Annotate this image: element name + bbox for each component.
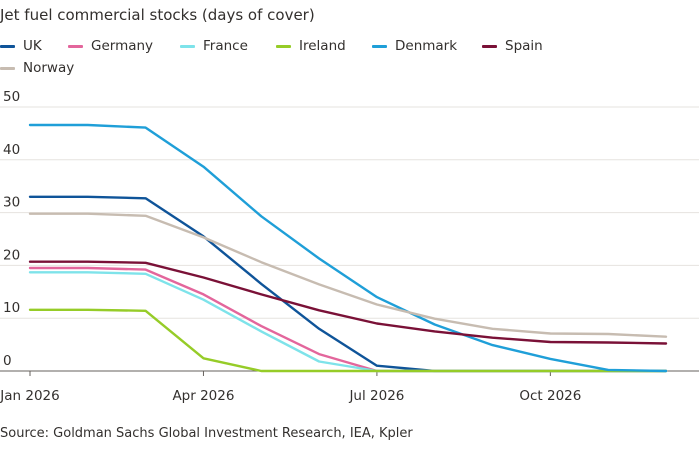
legend-swatch: [482, 44, 497, 48]
chart-title: Jet fuel commercial stocks (days of cove…: [0, 6, 315, 24]
y-tick-label: 40: [3, 142, 20, 158]
y-tick-label: 50: [3, 89, 20, 105]
legend-item-norway: Norway: [0, 60, 74, 76]
legend-label: Ireland: [299, 38, 346, 54]
y-tick-label: 0: [3, 353, 12, 369]
line-chart: 0 10 20 30 40 50 Jan 2026 Apr 2026 Jul 2026 Oct 2…: [0, 89, 699, 404]
legend-label: Germany: [91, 38, 154, 54]
legend-label: Spain: [505, 38, 543, 54]
chart-legend: UK Germany France Ireland Denmark Spain Norway: [0, 38, 699, 80]
legend-swatch: [68, 44, 83, 48]
series-line-france: [28, 271, 668, 373]
x-tick-label: Jul 2026: [348, 388, 404, 404]
legend-swatch: [0, 66, 15, 70]
x-tick-label: Oct 2026: [519, 388, 581, 404]
legend-item-uk: UK: [0, 38, 42, 54]
legend-item-denmark: Denmark: [372, 38, 457, 54]
source-note: Source: Goldman Sachs Global Investment …: [0, 426, 413, 441]
legend-swatch: [180, 44, 195, 48]
legend-swatch: [276, 44, 291, 48]
series-line-ireland: [28, 308, 668, 373]
series-line-germany: [28, 266, 668, 373]
x-tick-label: Apr 2026: [172, 388, 234, 404]
x-tick-label: Jan 2026: [0, 388, 60, 404]
legend-swatch: [0, 44, 15, 48]
legend-label: France: [203, 38, 248, 54]
legend-item-germany: Germany: [68, 38, 153, 54]
series-line-denmark: [28, 123, 668, 373]
legend-label: Norway: [23, 60, 75, 76]
series-line-uk: [28, 195, 668, 373]
series-line-spain: [28, 260, 668, 345]
legend-item-france: France: [180, 38, 248, 54]
legend-swatch: [372, 44, 387, 48]
y-tick-label: 20: [3, 247, 20, 263]
legend-item-ireland: Ireland: [276, 38, 346, 54]
legend-label: Denmark: [395, 38, 458, 54]
legend-item-spain: Spain: [482, 38, 543, 54]
legend-label: UK: [23, 38, 42, 54]
y-tick-label: 30: [3, 195, 20, 211]
y-tick-label: 10: [3, 300, 20, 316]
series-line-norway: [28, 212, 668, 338]
